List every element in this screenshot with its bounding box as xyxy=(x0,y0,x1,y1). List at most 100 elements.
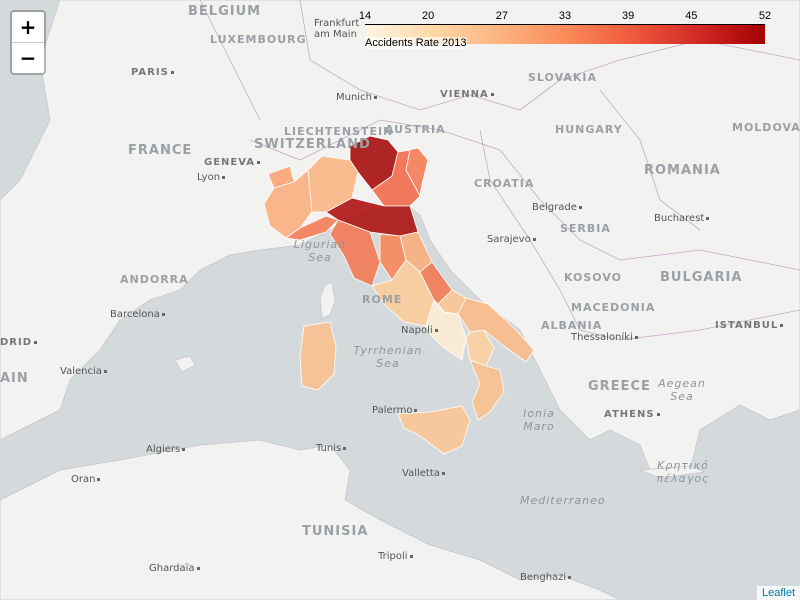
label-liechtenstein: LIECHTENSTEIN xyxy=(284,125,394,138)
legend-swatch xyxy=(405,24,411,44)
region-sardegna[interactable]: Sardegna: 25 xyxy=(299,321,337,391)
legend-swatch xyxy=(505,24,511,44)
label-barcelona: Barcelona xyxy=(110,309,165,320)
legend-swatch xyxy=(760,24,765,44)
label-belgium: BELGIUM xyxy=(188,4,262,19)
legend-swatch xyxy=(390,24,396,44)
legend-swatch xyxy=(705,24,711,44)
legend-swatch xyxy=(580,24,586,44)
label-bucharest: Bucharest xyxy=(654,213,710,224)
legend-swatch xyxy=(415,24,421,44)
legend-swatch xyxy=(540,24,546,44)
legend-swatch xyxy=(550,24,556,44)
label-athens: ATHENS xyxy=(604,409,660,420)
region-sicilia[interactable]: Sicilia: 24 xyxy=(397,405,471,455)
legend-swatch xyxy=(605,24,611,44)
legend-swatch xyxy=(660,24,666,44)
legend-tick-label: 27 xyxy=(495,10,508,22)
legend-title: Accidents Rate 2013 xyxy=(365,37,467,49)
legend-swatch xyxy=(420,24,426,44)
label-switzerland: SWITZERLAND xyxy=(254,137,371,152)
legend-swatch xyxy=(545,24,551,44)
legend-swatch xyxy=(680,24,686,44)
legend-swatch xyxy=(615,24,621,44)
label-palermo: Palermo xyxy=(372,405,418,416)
label-mediterranean-sea: Mediterraneo xyxy=(520,494,606,507)
region-toscana[interactable]: Toscana: 36 xyxy=(329,219,381,287)
label-algiers: Algiers xyxy=(146,444,186,455)
attribution-link[interactable]: Leaflet xyxy=(756,586,800,600)
legend-swatch xyxy=(675,24,681,44)
zoom-control: + − xyxy=(10,10,46,75)
label-frankfurt: Frankfurt am Main xyxy=(314,18,360,40)
legend-swatch xyxy=(755,24,761,44)
label-munich: Munich xyxy=(336,92,377,103)
legend-swatch xyxy=(495,24,501,44)
zoom-out-button[interactable]: − xyxy=(12,42,44,73)
legend-swatch xyxy=(655,24,661,44)
label-ionian-sea: Ionia Maro xyxy=(523,407,555,433)
region-calabria[interactable]: Calabria: 25 xyxy=(469,359,505,421)
legend-swatch xyxy=(720,24,726,44)
legend-swatch xyxy=(600,24,606,44)
legend-swatch xyxy=(750,24,756,44)
legend-swatch xyxy=(455,24,461,44)
legend-swatch xyxy=(410,24,416,44)
label-macedonia: MACEDONIA xyxy=(571,301,656,314)
legend-swatch xyxy=(700,24,706,44)
legend-swatch xyxy=(370,24,376,44)
legend-swatch xyxy=(695,24,701,44)
label-lyon: Lyon xyxy=(197,172,226,183)
legend-swatch xyxy=(535,24,541,44)
legend-swatch xyxy=(490,24,496,44)
label-belgrade: Belgrade xyxy=(532,202,582,213)
label-ligurian-sea: Ligurian Sea xyxy=(293,238,347,264)
legend-tick-label: 39 xyxy=(622,10,635,22)
region-friuli[interactable]: Friuli-Venezia Giulia: 36 xyxy=(397,147,429,198)
label-vienna: VIENNA xyxy=(440,89,494,100)
legend-swatch xyxy=(560,24,566,44)
legend-swatch xyxy=(685,24,691,44)
legend-swatch xyxy=(610,24,616,44)
legend-tick-label: 52 xyxy=(758,10,772,22)
label-serbia: SERBIA xyxy=(560,222,611,235)
italy-regions[interactable]: Valle d'Aosta: 30 Piemonte: 28 Lombardia… xyxy=(263,135,535,455)
label-oran: Oran xyxy=(71,474,101,485)
legend-swatch xyxy=(690,24,696,44)
label-moldova: MOLDOVA xyxy=(732,121,800,134)
legend-tick-label: 14 xyxy=(358,10,372,22)
legend-swatch xyxy=(485,24,491,44)
label-austria: AUSTRIA xyxy=(385,123,446,136)
legend-swatch xyxy=(470,24,476,44)
legend-swatch xyxy=(730,24,736,44)
legend-swatch xyxy=(555,24,561,44)
legend-swatch xyxy=(665,24,671,44)
legend-swatch xyxy=(645,24,651,44)
legend-swatch xyxy=(630,24,636,44)
legend-swatch xyxy=(735,24,741,44)
legend-swatch xyxy=(465,24,471,44)
legend-swatch xyxy=(445,24,451,44)
label-istanbul: ISTANBUL xyxy=(715,320,784,331)
legend-swatch xyxy=(375,24,381,44)
legend-swatch xyxy=(500,24,506,44)
legend-swatch xyxy=(595,24,601,44)
label-croatia: CROATIA xyxy=(474,177,535,190)
label-napoli: Napoli xyxy=(401,325,438,336)
label-sarajevo: Sarajevo xyxy=(487,234,536,245)
legend: 14 20 27 33 39 45 52 Accidents Rate 2013 xyxy=(359,10,771,50)
legend-swatch xyxy=(570,24,576,44)
label-greece: GREECE xyxy=(588,379,651,394)
legend-swatch xyxy=(520,24,526,44)
zoom-in-button[interactable]: + xyxy=(19,15,37,39)
legend-tick-label: 20 xyxy=(422,10,435,22)
legend-swatch xyxy=(515,24,521,44)
label-kosovo: KOSOVO xyxy=(564,271,623,284)
legend-swatch xyxy=(460,24,466,44)
legend-swatch xyxy=(625,24,631,44)
label-slovakia: SLOVAKIA xyxy=(528,71,598,84)
legend-swatch xyxy=(380,24,386,44)
region-lombardia[interactable]: Lombardia: 27 xyxy=(307,155,359,213)
label-hungary: HUNGARY xyxy=(555,123,623,136)
